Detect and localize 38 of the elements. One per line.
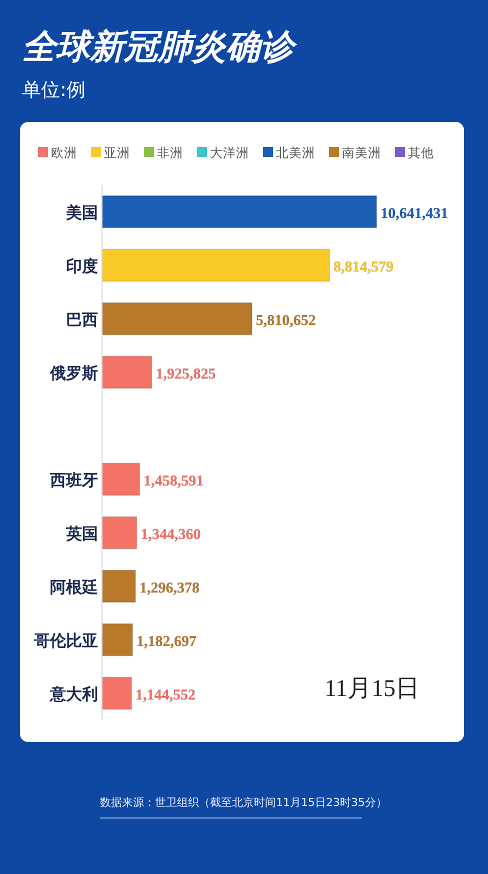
bar bbox=[102, 516, 138, 550]
bar bbox=[102, 356, 152, 389]
bar bbox=[102, 570, 136, 603]
data-label: 1,925,825 bbox=[156, 366, 216, 382]
data-label: 1,182,697 bbox=[136, 634, 198, 650]
data-label: 8,814,579 bbox=[333, 259, 394, 276]
legend-label: 大洋洲 bbox=[210, 145, 249, 160]
chart-title: 全球新冠肺炎确诊 bbox=[22, 27, 298, 67]
y-tick-label: 俄罗斯 bbox=[49, 363, 98, 382]
legend-label: 非洲 bbox=[157, 145, 183, 160]
source-note: 数据来源：世卫组织（截至北京时间11月15日23时35分） bbox=[100, 796, 387, 809]
y-tick-label: 哥伦比亚 bbox=[33, 630, 98, 650]
data-label: 1,144,552 bbox=[136, 687, 196, 704]
legend-label: 其他 bbox=[408, 145, 434, 160]
y-tick-label: 阿根廷 bbox=[50, 577, 98, 596]
data-label: 1,344,360 bbox=[140, 526, 201, 543]
data-label: 1,458,591 bbox=[144, 473, 204, 490]
bar bbox=[102, 248, 330, 282]
legend-label: 亚洲 bbox=[104, 145, 130, 160]
legend-label: 欧洲 bbox=[51, 145, 77, 160]
y-tick-label: 西班牙 bbox=[49, 470, 98, 490]
bar bbox=[102, 302, 252, 336]
chart-subtitle: 单位:例 bbox=[22, 79, 86, 101]
y-tick-label: 巴西 bbox=[66, 310, 98, 329]
legend-label: 南美洲 bbox=[342, 145, 381, 160]
bar bbox=[102, 462, 140, 496]
bar bbox=[102, 623, 134, 656]
y-tick-label: 美国 bbox=[65, 202, 98, 222]
y-tick-label: 意大利 bbox=[49, 684, 98, 704]
data-label: 10,641,431 bbox=[380, 206, 448, 222]
legend-label: 北美洲 bbox=[276, 145, 315, 160]
y-tick-label: 印度 bbox=[66, 256, 98, 276]
data-label: 5,810,652 bbox=[256, 312, 316, 329]
bar bbox=[102, 676, 132, 710]
annotation: 11月15日 bbox=[324, 676, 420, 702]
data-label: 1,296,378 bbox=[139, 580, 200, 596]
bar bbox=[102, 195, 378, 228]
y-tick-label: 英国 bbox=[65, 524, 98, 543]
